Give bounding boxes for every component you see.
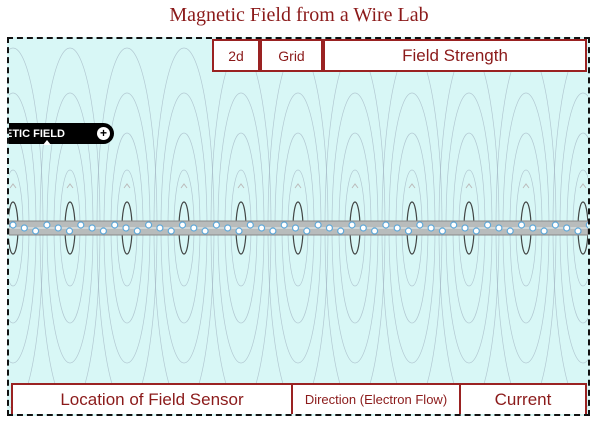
electron — [111, 221, 119, 229]
electron — [167, 227, 175, 235]
electron — [540, 227, 548, 235]
electron — [224, 224, 232, 232]
direction-button[interactable]: Direction (Electron Flow) — [291, 383, 461, 414]
page-title: Magnetic Field from a Wire Lab — [169, 4, 429, 26]
electron — [246, 221, 254, 229]
field-arrow-icon — [465, 183, 473, 189]
field-arrow-icon — [123, 183, 131, 189]
electron — [416, 221, 424, 229]
plus-icon[interactable]: + — [97, 127, 110, 140]
electron — [178, 221, 187, 229]
electron — [190, 224, 198, 232]
electron — [325, 224, 333, 232]
electron — [472, 227, 480, 235]
electron — [438, 227, 446, 235]
electron — [393, 224, 401, 232]
simulation-canvas[interactable]: ETIC FIELD + 2d Grid Field Strength Loca… — [7, 37, 590, 416]
electron — [65, 227, 74, 235]
field-arrow-icon — [237, 183, 245, 189]
electron — [314, 221, 322, 229]
electron — [9, 221, 17, 229]
electron — [212, 221, 220, 229]
view-2d-button[interactable]: 2d — [212, 39, 260, 72]
electron — [348, 221, 356, 229]
electron — [156, 224, 164, 232]
magnetic-field-tooltip[interactable]: ETIC FIELD + — [7, 123, 114, 145]
electron — [201, 227, 209, 235]
electron — [585, 221, 588, 229]
electron — [145, 221, 153, 229]
grid-button[interactable]: Grid — [260, 39, 323, 72]
electron — [382, 221, 390, 229]
field-arrow-icon — [522, 183, 530, 189]
electron — [337, 227, 345, 235]
electron — [517, 221, 526, 229]
electron — [88, 224, 96, 232]
magnetic-field-label: ETIC FIELD — [7, 127, 65, 140]
field-arrow-icon — [351, 183, 359, 189]
field-arrow-icon — [180, 183, 188, 189]
electron — [235, 227, 243, 235]
pointer-icon — [43, 140, 51, 145]
field-lines-diagram — [9, 47, 588, 409]
electron — [258, 224, 266, 232]
electron — [54, 224, 62, 232]
electron — [574, 227, 582, 235]
electron — [563, 224, 571, 232]
electron — [122, 224, 130, 232]
field-arrow-icon — [579, 183, 587, 189]
electron — [404, 227, 413, 235]
field-arrow-icon — [66, 183, 74, 189]
electron — [529, 224, 537, 232]
electron — [291, 224, 300, 232]
current-button[interactable]: Current — [459, 383, 587, 414]
electron — [280, 221, 288, 229]
electron — [461, 224, 469, 232]
field-arrow-icon — [9, 183, 17, 189]
electron — [269, 227, 277, 235]
electron — [551, 221, 560, 229]
electron — [506, 227, 514, 235]
electron — [77, 221, 85, 229]
electron — [99, 227, 108, 235]
electron — [427, 224, 435, 232]
electron — [43, 221, 51, 229]
field-arrow-icon — [294, 183, 302, 189]
electron — [133, 227, 141, 235]
electron — [484, 221, 492, 229]
sensor-location-button[interactable]: Location of Field Sensor — [11, 383, 293, 414]
electron — [450, 221, 458, 229]
electron — [32, 227, 40, 235]
electron — [495, 224, 503, 232]
electron — [303, 227, 311, 235]
electron — [20, 224, 28, 232]
field-arrow-icon — [408, 183, 416, 189]
electron — [359, 224, 367, 232]
electron — [371, 227, 379, 235]
field-strength-button[interactable]: Field Strength — [323, 39, 587, 72]
